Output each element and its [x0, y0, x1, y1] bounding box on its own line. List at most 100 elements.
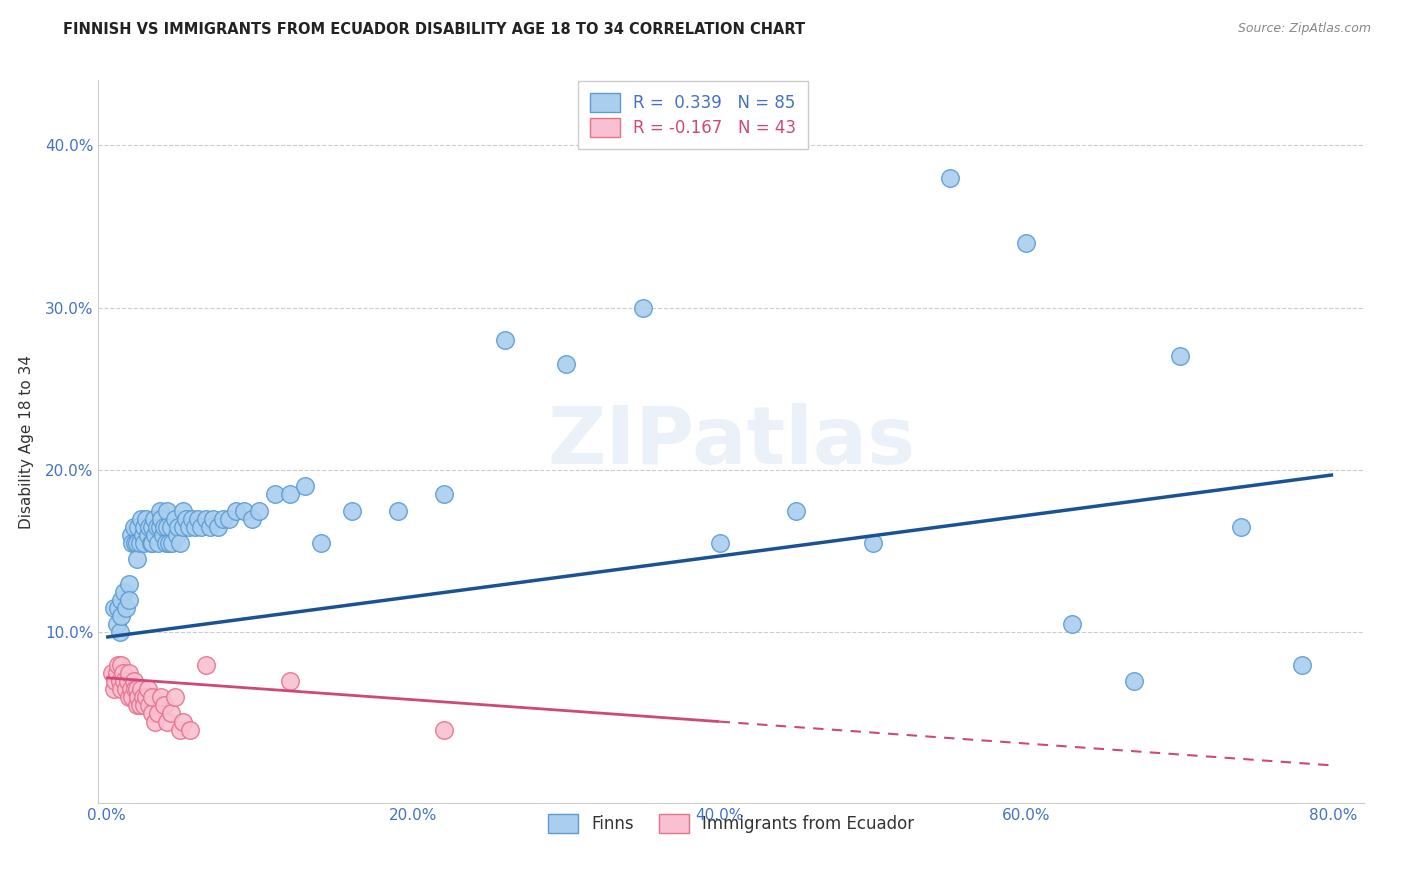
Point: [1230, 520, 1253, 534]
Point: [138, 520, 160, 534]
Point: [107, 657, 129, 672]
Point: [110, 592, 132, 607]
Point: [155, 536, 177, 550]
Point: [207, 520, 229, 534]
Point: [153, 520, 176, 534]
Point: [167, 520, 190, 534]
Point: [110, 682, 132, 697]
Point: [138, 698, 160, 713]
Point: [103, 682, 125, 697]
Point: [169, 536, 191, 550]
Point: [105, 665, 128, 680]
Point: [194, 657, 217, 672]
Point: [139, 536, 162, 550]
Point: [225, 503, 247, 517]
Point: [127, 690, 149, 705]
Point: [174, 511, 197, 525]
Point: [125, 698, 148, 713]
Point: [938, 170, 960, 185]
Point: [121, 536, 143, 550]
Point: [124, 536, 146, 550]
Point: [785, 503, 807, 517]
Point: [128, 536, 150, 550]
Point: [108, 673, 131, 688]
Y-axis label: Disability Age 18 to 34: Disability Age 18 to 34: [18, 354, 34, 529]
Point: [110, 609, 132, 624]
Point: [278, 673, 301, 688]
Text: FINNISH VS IMMIGRANTS FROM ECUADOR DISABILITY AGE 18 TO 34 CORRELATION CHART: FINNISH VS IMMIGRANTS FROM ECUADOR DISAB…: [63, 22, 806, 37]
Point: [157, 536, 180, 550]
Point: [131, 682, 153, 697]
Point: [135, 511, 157, 525]
Point: [432, 487, 454, 501]
Point: [127, 520, 149, 534]
Point: [249, 503, 271, 517]
Point: [124, 682, 146, 697]
Point: [118, 665, 141, 680]
Point: [118, 690, 141, 705]
Point: [103, 601, 125, 615]
Point: [115, 682, 138, 697]
Point: [631, 301, 654, 315]
Point: [141, 520, 163, 534]
Point: [149, 503, 172, 517]
Point: [149, 520, 172, 534]
Point: [1168, 349, 1191, 363]
Point: [555, 358, 578, 372]
Point: [1015, 235, 1038, 250]
Point: [136, 682, 159, 697]
Point: [107, 601, 129, 615]
Point: [117, 673, 139, 688]
Point: [172, 503, 194, 517]
Point: [159, 520, 181, 534]
Point: [190, 520, 212, 534]
Point: [387, 503, 409, 517]
Point: [1291, 657, 1313, 672]
Point: [862, 536, 884, 550]
Point: [152, 528, 174, 542]
Point: [132, 690, 155, 705]
Point: [136, 528, 159, 542]
Point: [179, 723, 201, 737]
Point: [494, 333, 516, 347]
Point: [1062, 617, 1084, 632]
Point: [118, 592, 141, 607]
Legend: Finns, Immigrants from Ecuador: Finns, Immigrants from Ecuador: [536, 803, 927, 845]
Point: [148, 706, 170, 721]
Point: [135, 690, 157, 705]
Point: [101, 665, 124, 680]
Point: [115, 601, 138, 615]
Point: [114, 584, 136, 599]
Point: [709, 536, 731, 550]
Point: [181, 511, 204, 525]
Point: [114, 673, 136, 688]
Point: [172, 714, 194, 729]
Point: [150, 511, 173, 525]
Point: [166, 528, 188, 542]
Point: [432, 723, 454, 737]
Point: [200, 520, 222, 534]
Point: [156, 714, 179, 729]
Point: [122, 673, 145, 688]
Point: [177, 520, 200, 534]
Point: [165, 690, 187, 705]
Point: [105, 617, 128, 632]
Point: [156, 520, 179, 534]
Point: [233, 503, 256, 517]
Point: [263, 487, 285, 501]
Point: [1122, 673, 1144, 688]
Point: [132, 528, 155, 542]
Point: [122, 520, 145, 534]
Point: [202, 511, 225, 525]
Point: [172, 520, 194, 534]
Point: [128, 698, 150, 713]
Point: [240, 511, 263, 525]
Point: [121, 690, 143, 705]
Point: [150, 690, 173, 705]
Point: [134, 520, 156, 534]
Point: [108, 625, 131, 640]
Point: [141, 536, 163, 550]
Point: [143, 714, 166, 729]
Point: [104, 673, 127, 688]
Point: [211, 511, 233, 525]
